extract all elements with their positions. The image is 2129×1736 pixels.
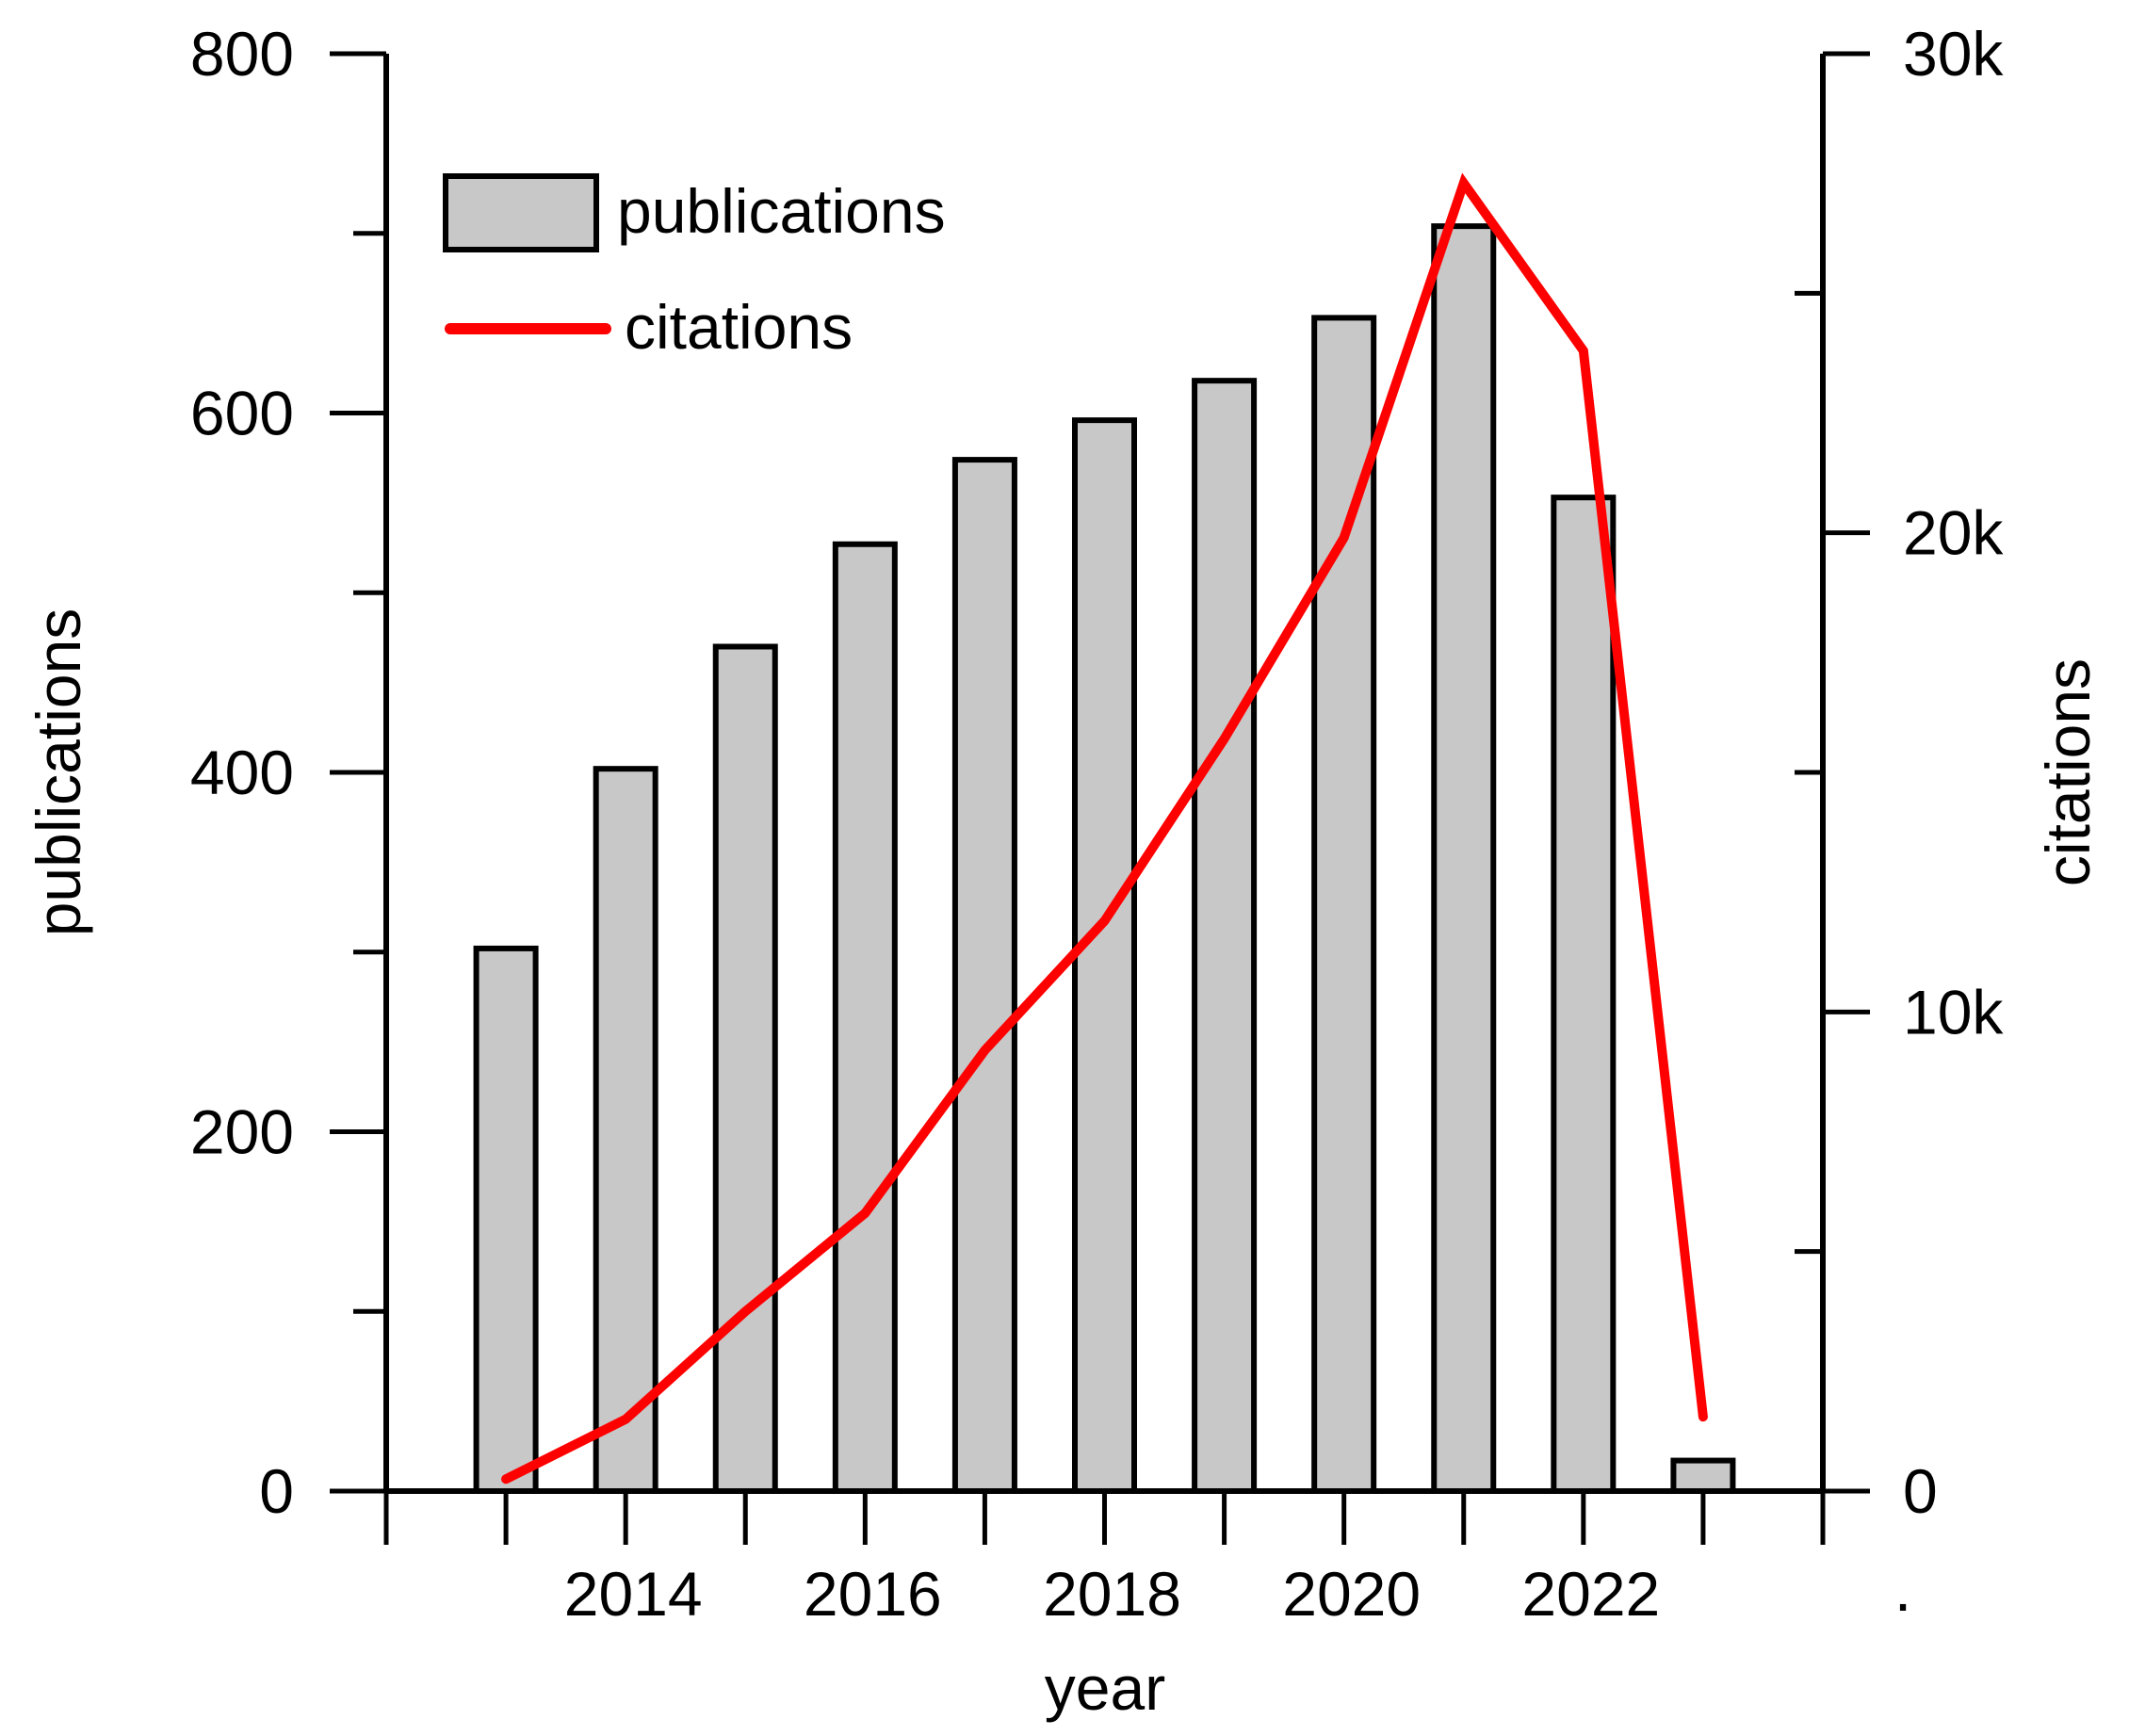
- legend-label-publications: publications: [617, 176, 946, 246]
- y-left-tick-label: 600: [190, 379, 294, 448]
- y-left-tick-label: 400: [190, 738, 294, 807]
- labels-layer: 0 200 400 600 800 0 10k 20k 30k 2014 2016 2018 2020 2…: [190, 19, 2005, 1629]
- bar-publications: [473, 945, 539, 1494]
- line-layer: [501, 172, 1708, 1485]
- x-tick-label: 2016: [804, 1559, 942, 1629]
- bar-publications: [712, 643, 778, 1494]
- y-axis-title-right: citations: [2033, 658, 2103, 886]
- bar-publications: [832, 541, 898, 1494]
- bar-publications: [1072, 417, 1137, 1494]
- y-right-tick-label: 0: [1903, 1456, 1938, 1526]
- y-left-tick-label: 0: [259, 1456, 294, 1526]
- legend-swatch-publications: [443, 173, 599, 252]
- legend: publications citations: [443, 173, 946, 362]
- bars-layer: [473, 223, 1736, 1495]
- y-left-tick-label: 200: [190, 1097, 294, 1167]
- bar-publications: [1192, 378, 1258, 1494]
- y-right-tick-label: 10k: [1903, 977, 2004, 1046]
- x-axis-title: year: [1045, 1653, 1165, 1723]
- bar-publications: [1431, 223, 1497, 1494]
- y-left-tick-label: 800: [190, 19, 294, 89]
- legend-label-citations: citations: [625, 292, 853, 362]
- x-tick-label: 2018: [1043, 1559, 1181, 1629]
- bar-publications: [951, 457, 1017, 1495]
- x-tick-label: 2020: [1282, 1559, 1421, 1629]
- y-axis-title-left: publications: [24, 608, 93, 937]
- y-right-tick-label: 30k: [1903, 19, 2004, 89]
- x-tick-label: 2022: [1521, 1559, 1660, 1629]
- bar-publications: [1670, 1457, 1736, 1495]
- bar-publications: [1551, 495, 1617, 1495]
- stray-mark: .: [1894, 1554, 1911, 1624]
- x-tick-label: 2014: [564, 1559, 703, 1629]
- y-right-tick-label: 20k: [1903, 498, 2004, 568]
- bar-publications: [1311, 315, 1377, 1495]
- bar-publications: [593, 766, 658, 1494]
